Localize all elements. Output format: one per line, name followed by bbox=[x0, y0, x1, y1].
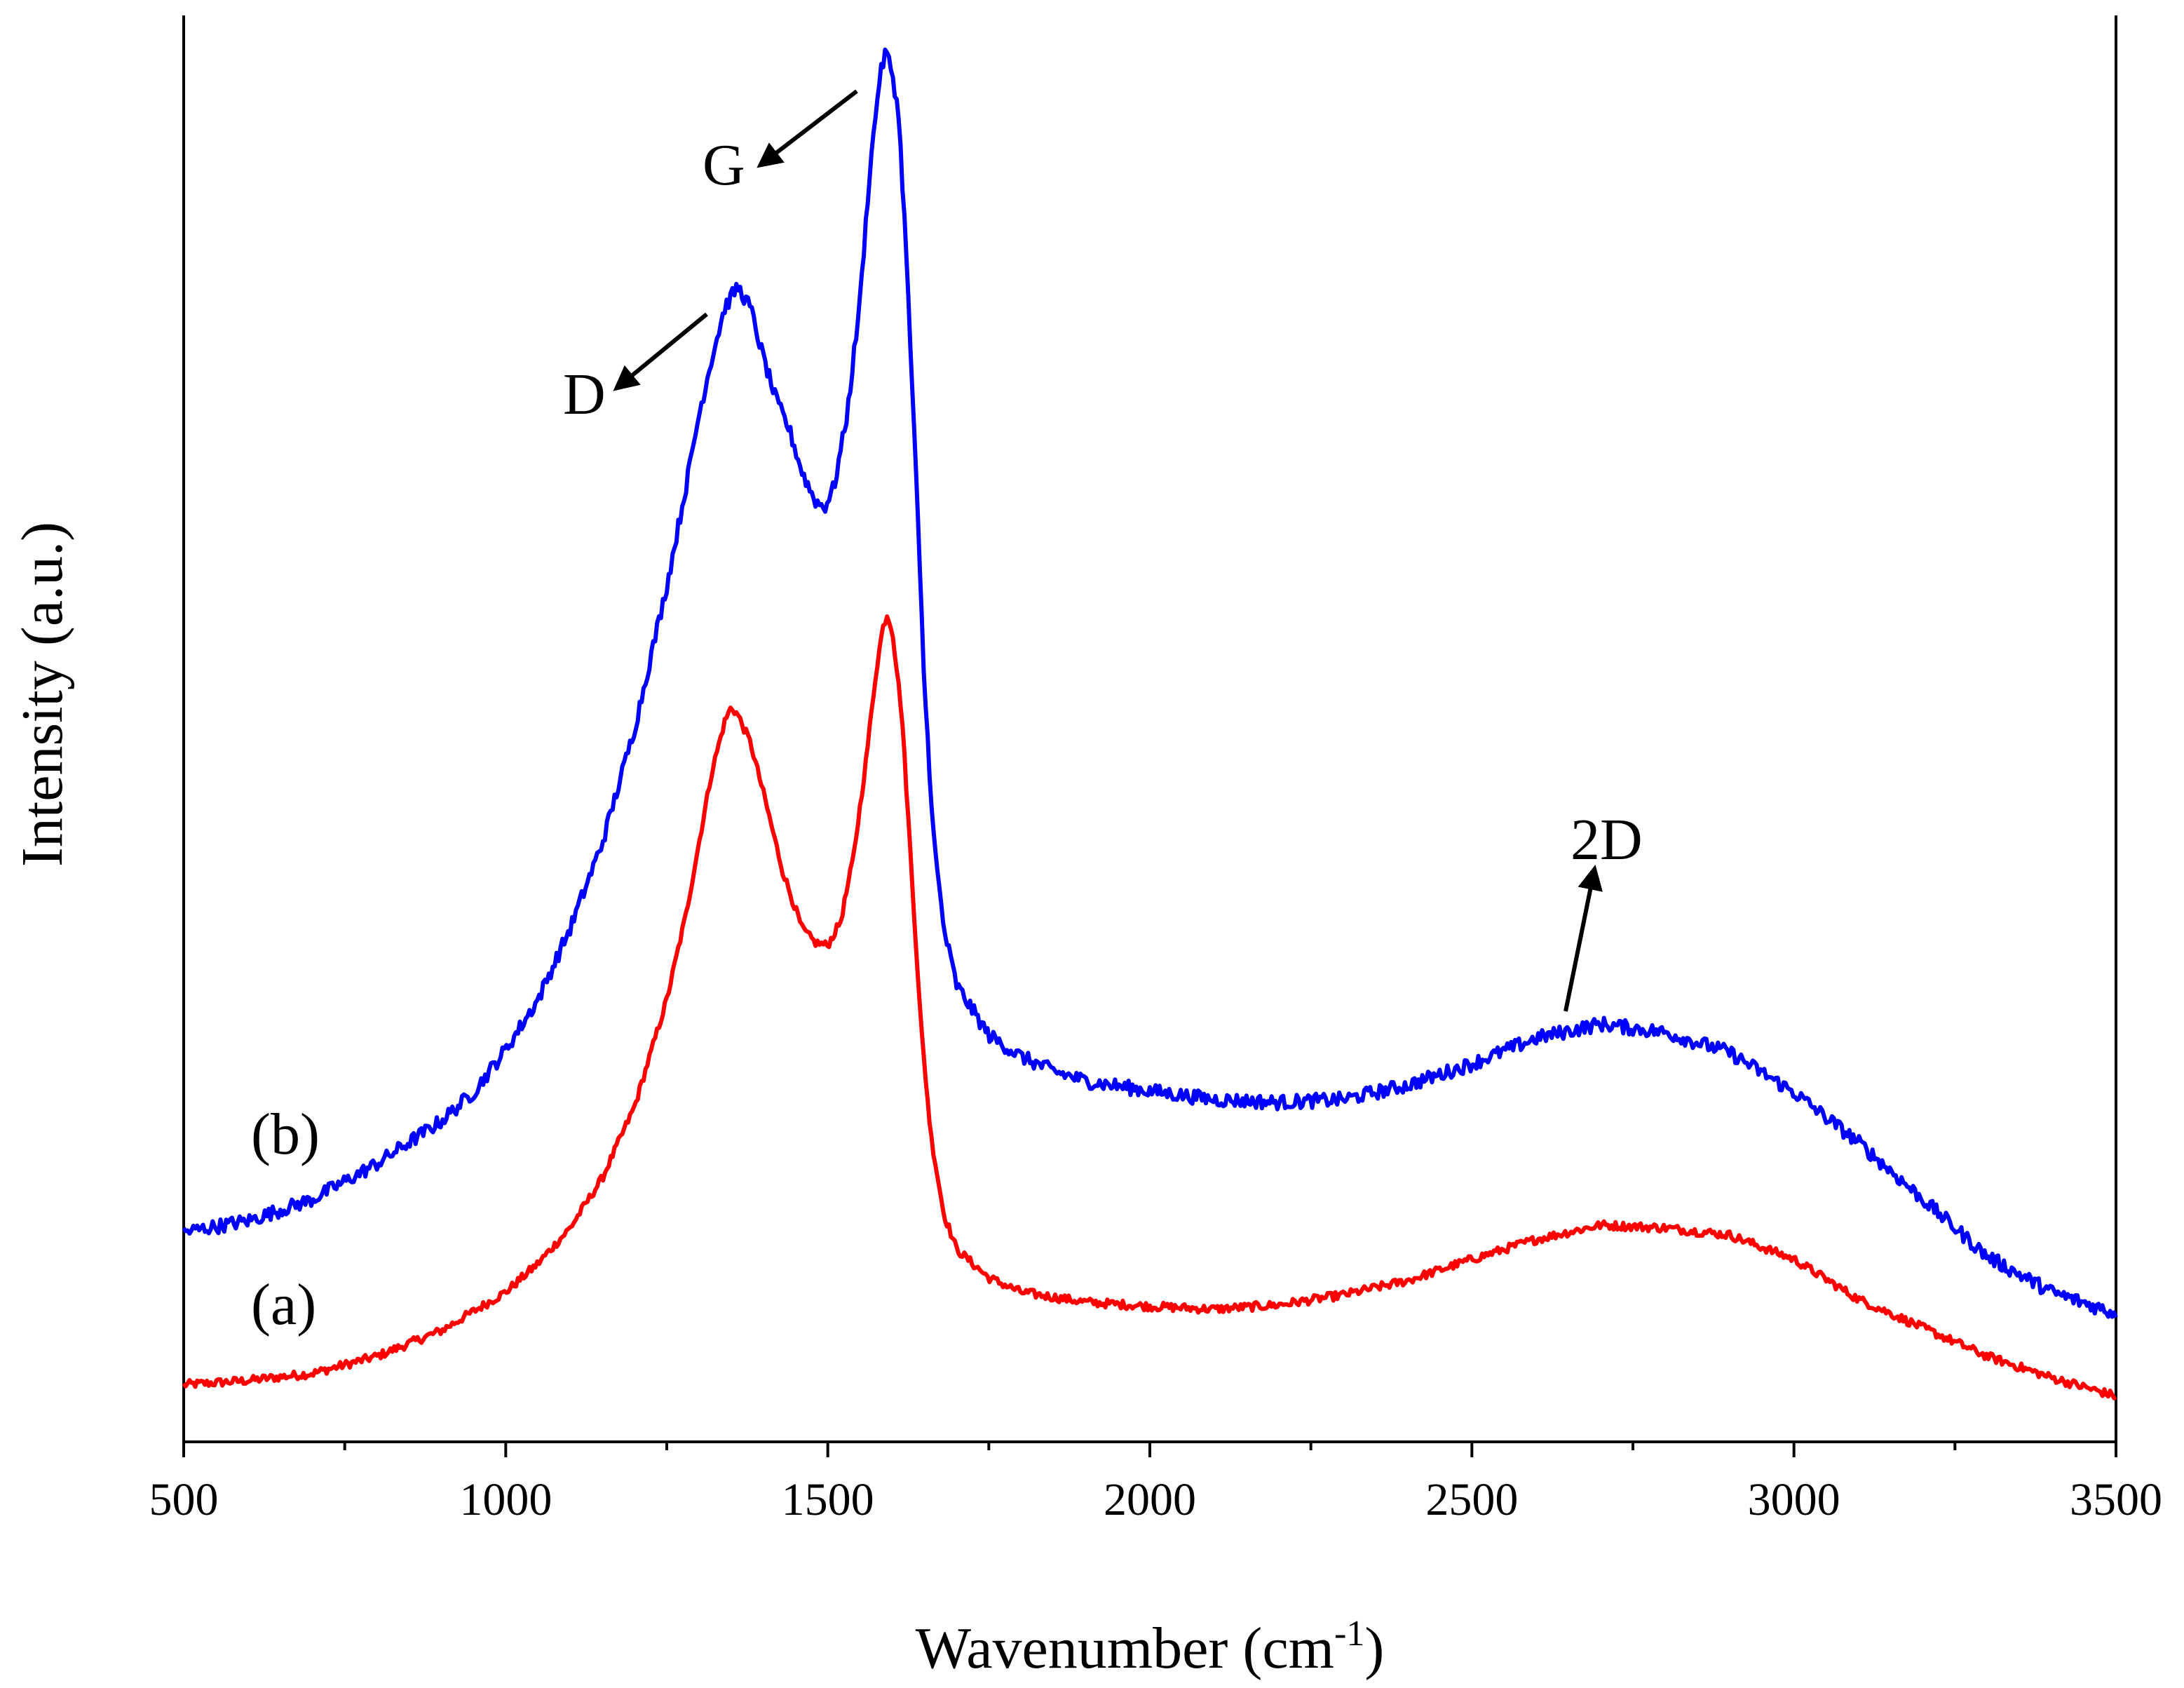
series-b-line bbox=[182, 47, 2118, 1319]
series-b-label: (b) bbox=[251, 1102, 320, 1167]
x-axis-title-superscript: -1 bbox=[1334, 1614, 1364, 1654]
x-tick-label: 2500 bbox=[1425, 1474, 1518, 1525]
x-axis-ticks bbox=[182, 1442, 2117, 1457]
g-arrow bbox=[757, 89, 858, 168]
d-annotation: D bbox=[563, 362, 606, 427]
x-tick-label: 3000 bbox=[1748, 1474, 1840, 1525]
g-annotation: G bbox=[703, 133, 745, 198]
d-arrow bbox=[613, 312, 708, 391]
x-tick-label: 2000 bbox=[1104, 1474, 1196, 1525]
2d-annotation: 2D bbox=[1571, 807, 1643, 872]
x-tick-label: 1500 bbox=[782, 1474, 874, 1525]
x-axis-title: Wavenumber (cm-1) bbox=[916, 1614, 1385, 1681]
series-a-label: (a) bbox=[251, 1272, 316, 1337]
y-axis-title: Intensity (a.u.) bbox=[10, 522, 75, 867]
x-tick-label: 3500 bbox=[2070, 1474, 2162, 1525]
x-tick-label: 500 bbox=[149, 1474, 219, 1525]
2d-arrow bbox=[1564, 864, 1603, 1012]
x-axis-tick-labels: 500 1000 1500 2000 2500 3000 3500 bbox=[149, 1474, 2163, 1525]
series-a-line bbox=[182, 614, 2117, 1400]
x-tick-label: 1000 bbox=[459, 1474, 552, 1525]
x-axis-title-close: ) bbox=[1364, 1616, 1384, 1681]
